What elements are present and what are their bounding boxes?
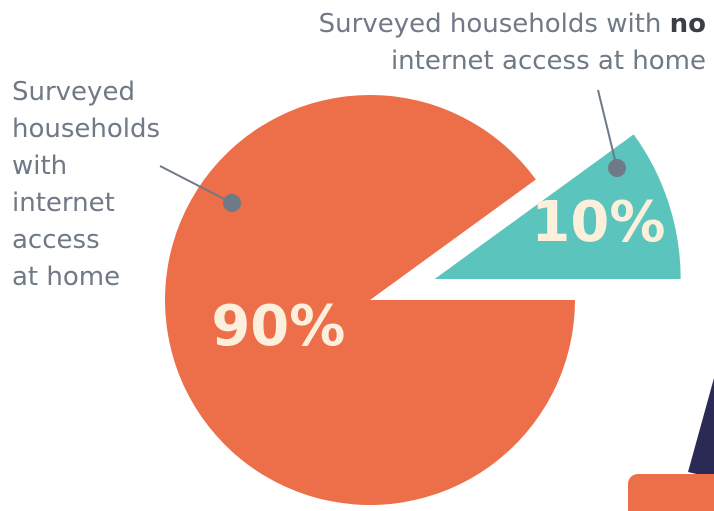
pie-slice (164, 94, 575, 505)
category-label: Surveyed households with internet access… (12, 77, 161, 292)
leader-dot (608, 159, 626, 177)
pie: 90% 10% (164, 94, 681, 505)
category-label: Surveyed households with no internet acc… (318, 9, 706, 76)
value-label: 10% (531, 190, 665, 255)
decor-shape (688, 378, 714, 478)
leader-line (159, 165, 233, 204)
leader-line (597, 89, 618, 169)
value-label: 90% (211, 294, 345, 359)
decor-shape (628, 474, 714, 511)
leader-dot (223, 194, 241, 212)
